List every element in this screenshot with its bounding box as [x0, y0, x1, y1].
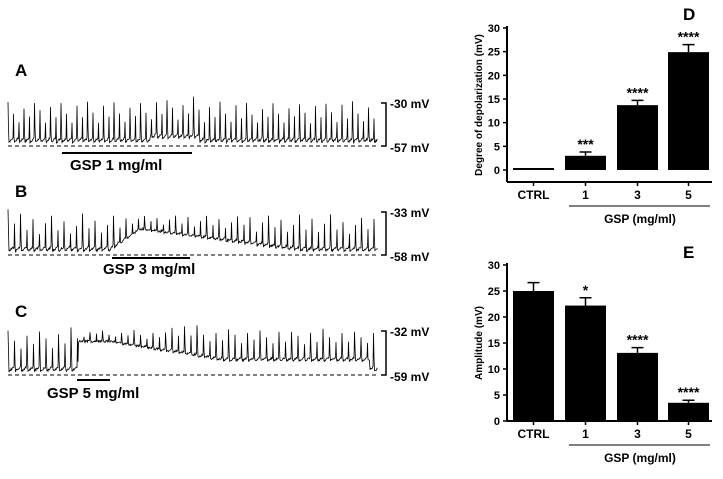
error-bar — [631, 346, 644, 353]
x-tick-label: 5 — [685, 188, 692, 202]
top-voltage-label: -32 mV — [390, 325, 429, 339]
y-tick-label: 5 — [494, 390, 500, 402]
top-voltage-label: -33 mV — [390, 206, 429, 220]
y-axis-label: Amplitude (mV) — [474, 306, 485, 380]
error-bar — [579, 297, 592, 306]
y-tick-label: 5 — [494, 141, 500, 153]
treatment-label: GSP 1 mg/ml — [70, 157, 162, 174]
error-bar — [527, 281, 540, 291]
scale-bar — [381, 102, 387, 147]
error-bar — [682, 43, 695, 53]
significance-marker: **** — [678, 29, 700, 45]
bar — [668, 402, 709, 421]
y-tick-label: 25 — [488, 286, 500, 298]
treatment-label: GSP 5 mg/ml — [47, 385, 139, 402]
trace-panel-C: C -32 mV -59 mV GSP 5 mg/ml — [7, 302, 429, 402]
y-tick-label: 25 — [488, 47, 500, 59]
y-tick-label: 20 — [488, 70, 500, 82]
error-bar — [631, 99, 644, 106]
scale-bar — [381, 211, 387, 256]
voltage-trace — [7, 325, 378, 373]
bar — [513, 168, 554, 170]
bar-chart-E: E 0 5 10 15 20 25 30 Amplitude (mV) CTRL * 1 **** 3 **… — [474, 243, 712, 465]
x-tick-label: 5 — [685, 427, 692, 441]
significance-marker: **** — [678, 384, 700, 400]
y-tick-label: 30 — [488, 23, 500, 35]
x-axis-label: GSP (mg/ml) — [604, 212, 676, 226]
bar — [617, 105, 658, 170]
significance-marker: * — [583, 282, 589, 298]
panel-label: B — [15, 182, 27, 201]
error-bar — [682, 399, 695, 403]
bar — [565, 305, 606, 421]
x-tick-label: 1 — [582, 427, 589, 441]
y-tick-label: 20 — [488, 312, 500, 324]
trace-panel-B: B -33 mV -58 mV GSP 3 mg/ml — [7, 182, 429, 278]
significance-marker: **** — [627, 84, 649, 100]
panel-label: A — [15, 61, 27, 80]
bar — [565, 155, 606, 170]
panel-label: E — [683, 243, 694, 262]
significance-marker: **** — [627, 332, 649, 348]
bar — [513, 291, 554, 421]
x-tick-label: CTRL — [518, 427, 550, 441]
y-tick-label: 10 — [488, 118, 500, 130]
x-tick-label: CTRL — [518, 188, 550, 202]
bar — [668, 52, 709, 170]
treatment-label: GSP 3 mg/ml — [103, 261, 195, 278]
error-bar — [579, 151, 592, 156]
y-tick-label: 10 — [488, 364, 500, 376]
bottom-voltage-label: -57 mV — [390, 141, 429, 155]
y-tick-label: 0 — [494, 416, 500, 428]
top-voltage-label: -30 mV — [390, 97, 429, 111]
y-tick-label: 15 — [488, 338, 500, 350]
voltage-trace — [7, 209, 378, 253]
y-tick-label: 15 — [488, 94, 500, 106]
bottom-voltage-label: -59 mV — [390, 370, 429, 384]
x-tick-label: 3 — [634, 427, 641, 441]
bar — [617, 352, 658, 421]
y-axis-label: Degree of depolarization (mV) — [474, 34, 485, 176]
bottom-voltage-label: -58 mV — [390, 250, 429, 264]
panel-label: C — [15, 302, 27, 321]
voltage-trace — [7, 96, 378, 145]
y-tick-label: 30 — [488, 260, 500, 272]
y-tick-label: 0 — [494, 165, 500, 177]
trace-panel-A: A -30 mV -57 mV GSP 1 mg/ml — [7, 61, 429, 174]
scale-bar — [381, 330, 387, 376]
x-tick-label: 1 — [582, 188, 589, 202]
x-tick-label: 3 — [634, 188, 641, 202]
significance-marker: *** — [577, 136, 594, 152]
x-axis-label: GSP (mg/ml) — [604, 451, 676, 465]
panel-label: D — [683, 5, 695, 24]
